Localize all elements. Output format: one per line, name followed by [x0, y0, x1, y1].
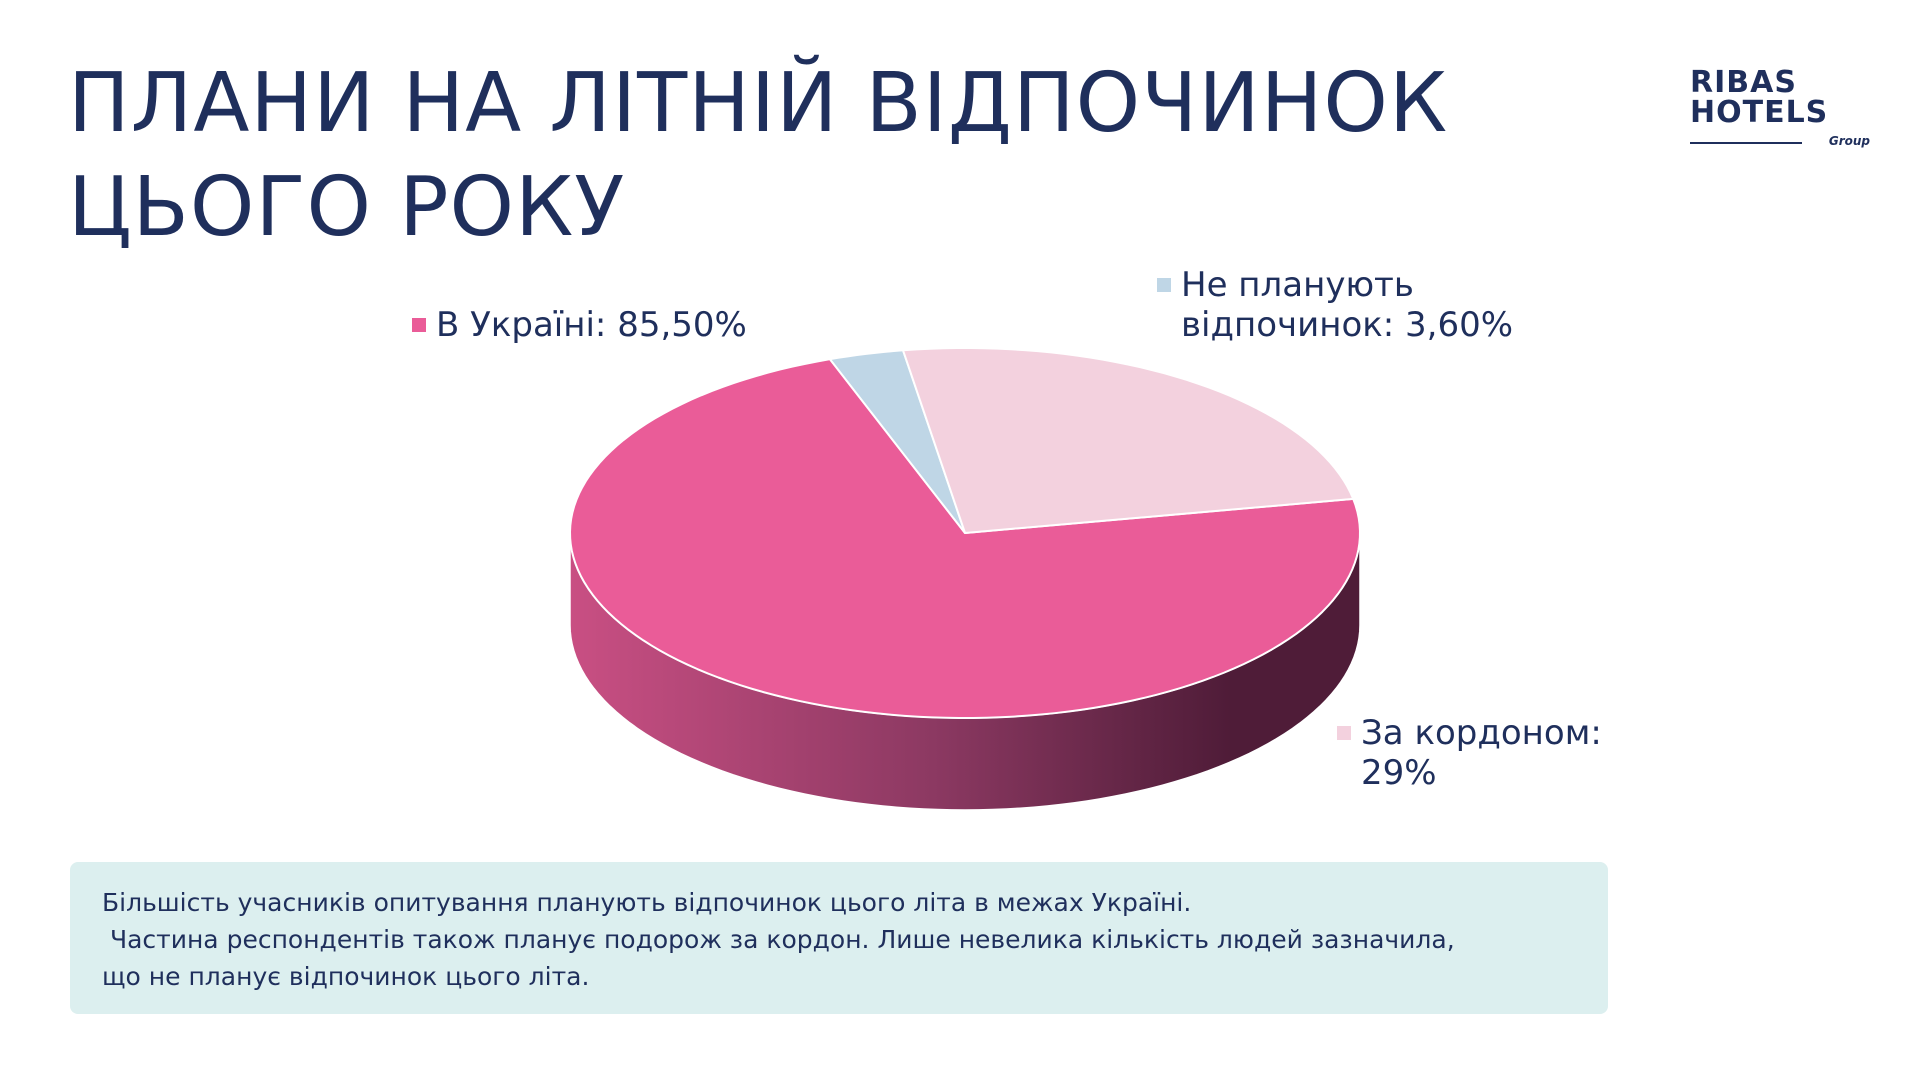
pie-slice-not-planning	[828, 349, 966, 534]
data-label-ukraine: В Україні: 85,50%	[436, 305, 747, 345]
pie-top-group	[569, 347, 1361, 719]
note-line-2: Частина респондентів також планує подоро…	[102, 925, 1455, 954]
pie-slice-ukraine	[569, 358, 1361, 719]
data-label-not-planning-line-2: відпочинок: 3,60%	[1181, 305, 1513, 345]
logo-text-hotels: HOTELS	[1690, 95, 1829, 130]
legend-swatch-not-planning	[1157, 278, 1171, 292]
page-title: ПЛАНИ НА ЛІТНІЙ ВІДПОЧИНОК ЦЬОГО РОКУ	[68, 56, 1449, 255]
note-line-3: що не планує відпочинок цього літа.	[102, 962, 590, 991]
data-label-abroad-line-2: 29%	[1361, 753, 1437, 793]
legend-swatch-ukraine	[412, 318, 426, 332]
logo-text-ribas: RIBAS	[1690, 65, 1797, 100]
logo-text-group: Group	[1828, 134, 1870, 148]
summary-note: Більшість учасників опитування планують …	[70, 862, 1608, 1014]
pie-legend: В Україні: 85,50% Не плануютьвідпочинок: …	[412, 265, 1602, 793]
legend-swatch-abroad	[1337, 726, 1351, 740]
data-label-not-planning-line-1: Не планують	[1181, 265, 1414, 305]
ribas-hotels-logo: RIBAS HOTELS Group	[1690, 68, 1870, 154]
data-label-abroad-line-1: За кордоном:	[1361, 713, 1602, 753]
note-line-1: Більшість учасників опитування планують …	[102, 888, 1192, 917]
pie-slice-abroad	[902, 347, 1355, 534]
logo-underline	[1690, 142, 1802, 144]
